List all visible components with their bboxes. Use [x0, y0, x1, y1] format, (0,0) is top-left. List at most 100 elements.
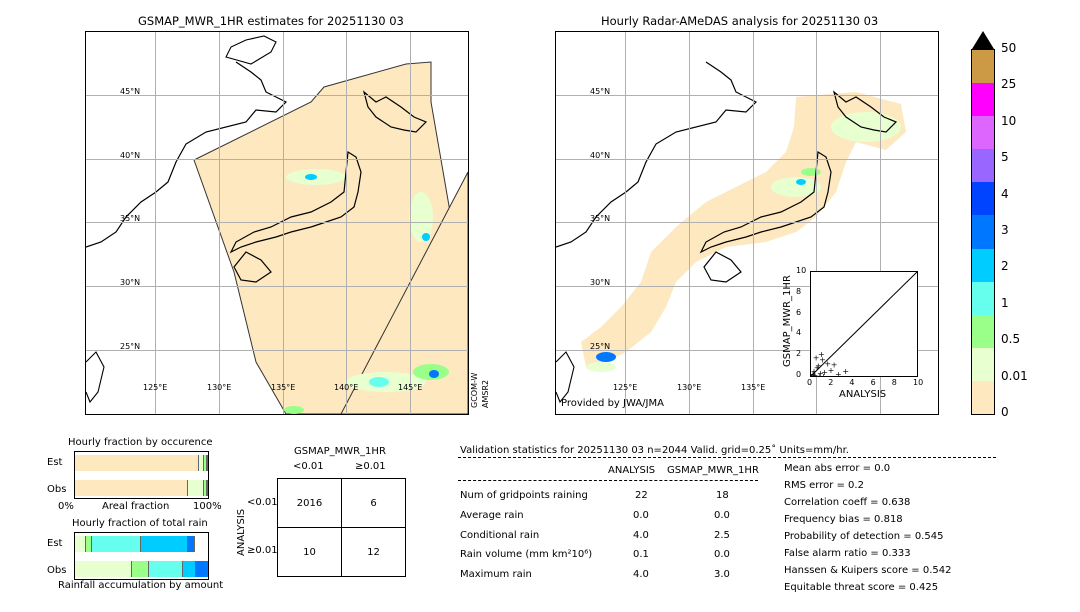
score-mae: Mean abs error = 0.0 — [784, 463, 891, 474]
contingency-row-lt: <0.01 — [247, 497, 278, 508]
stat-label-volume: Rain volume (mm km²10⁶) — [460, 549, 593, 560]
colorbar-tick-label: 3 — [1001, 223, 1009, 237]
left-lat-30: 30°N — [120, 278, 141, 287]
occurrence-obs-bar — [75, 480, 208, 496]
right-map-panel: 45°N 40°N 35°N 30°N 25°N 125°E 130°E 135… — [555, 31, 939, 415]
scatter-x-tick: 8 — [891, 378, 897, 387]
right-map-svg — [556, 61, 906, 404]
right-map-title: Hourly Radar-AMeDAS analysis for 2025113… — [601, 14, 879, 28]
score-hk: Hanssen & Kuipers score = 0.542 — [784, 565, 952, 576]
bar-segment — [198, 455, 204, 471]
colorbar-segment — [972, 83, 994, 117]
colorbar-tick-label: 0.5 — [1001, 332, 1021, 347]
colorbar-tick-label: 2 — [1001, 259, 1009, 274]
occurrence-axis-left: 0% — [58, 501, 74, 512]
validation-divider-top — [458, 457, 996, 458]
scatter-y-tick: 6 — [796, 307, 802, 317]
bar-segment — [204, 480, 207, 496]
occurrence-est-label: Est — [47, 457, 63, 468]
rain-fraction-chart — [74, 532, 209, 580]
bar-segment — [206, 455, 208, 471]
scatter-point: + — [813, 353, 820, 362]
left-lon-145: 145°E — [398, 383, 423, 392]
rain-obs-label: Obs — [47, 565, 67, 576]
left-lon-125: 125°E — [143, 383, 168, 392]
colorbar-segment — [972, 281, 994, 315]
colorbar-segment — [972, 149, 994, 183]
scatter-point: + — [816, 372, 823, 376]
left-lat-35: 35°N — [120, 214, 141, 223]
scatter-point: + — [828, 366, 835, 375]
scatter-point: + — [831, 361, 838, 370]
scatter-point: + — [818, 350, 825, 359]
bar-segment — [188, 480, 204, 496]
scatter-point: + — [824, 360, 831, 369]
bar-segment — [75, 536, 86, 552]
scatter-y-tick: 2 — [796, 349, 802, 359]
validation-col-gsmap: GSMAP_MWR_1HR — [667, 465, 759, 476]
stat-analysis-raining: 22 — [635, 490, 648, 501]
right-lat-35: 35°N — [590, 214, 611, 223]
colorbar-segment — [972, 116, 994, 150]
colorbar-tick-label: 0.01 — [1001, 368, 1028, 383]
validation-divider-mid — [458, 480, 758, 481]
right-lon-135: 135°E — [741, 383, 766, 392]
stat-gsmap-raining: 18 — [716, 490, 729, 501]
right-lat-25: 25°N — [590, 342, 611, 351]
contingency-col-lt: <0.01 — [293, 461, 324, 472]
colorbar-segment — [972, 215, 994, 249]
bar-segment — [149, 561, 183, 577]
bar-segment — [85, 536, 93, 552]
left-map-title: GSMAP_MWR_1HR estimates for 20251130 03 — [138, 14, 404, 28]
occurrence-axis-mid: Areal fraction — [102, 501, 170, 512]
scatter-svg: ++++++++++++++++++ — [811, 272, 917, 376]
bar-segment — [204, 455, 207, 471]
stat-gsmap-conditional: 2.5 — [714, 530, 730, 541]
scatter-x-tick: 10 — [913, 378, 924, 387]
occurrence-est-bar — [75, 455, 208, 471]
colorbar-tick-label: 25 — [1001, 77, 1017, 92]
scatter-y-tick: 8 — [796, 286, 802, 296]
occurrence-obs-label: Obs — [47, 484, 67, 495]
bar-segment — [132, 561, 150, 577]
colorbar-tick-label: 0 — [1001, 405, 1009, 419]
stat-analysis-maximum: 4.0 — [633, 569, 649, 580]
stat-label-conditional: Conditional rain — [460, 530, 540, 541]
score-ets: Equitable threat score = 0.425 — [784, 582, 939, 593]
scatter-point: + — [811, 371, 817, 376]
right-lon-125: 125°E — [613, 383, 638, 392]
stat-gsmap-volume: 0.0 — [714, 549, 730, 560]
scatter-point: + — [819, 355, 826, 364]
scatter-y-tick: 10 — [796, 266, 807, 275]
validation-header: Validation statistics for 20251130 03 n=… — [460, 445, 849, 456]
satellite-label-gcomw: GCOM-W — [470, 372, 479, 408]
occurrence-axis-right: 100% — [193, 501, 222, 512]
score-pod: Probability of detection = 0.545 — [784, 531, 944, 542]
scatter-x-tick: 4 — [849, 378, 855, 387]
scatter-point: + — [842, 367, 849, 376]
stat-label-raining: Num of gridpoints raining — [460, 490, 588, 501]
colorbar-segment — [972, 50, 994, 84]
scatter-xlabel: ANALYSIS — [839, 389, 887, 400]
colorbar-segment — [972, 182, 994, 216]
score-far: False alarm ratio = 0.333 — [784, 548, 911, 559]
colorbar-over-arrow — [972, 31, 994, 49]
bar-segment — [75, 455, 199, 471]
scatter-y-tick: 4 — [796, 328, 802, 338]
stat-analysis-average: 0.0 — [633, 510, 649, 521]
left-map-svg — [86, 35, 468, 414]
bar-segment — [141, 536, 189, 552]
rain-obs-bar — [75, 561, 208, 577]
contingency-table: 2016 6 10 12 — [277, 478, 406, 577]
left-lat-25: 25°N — [120, 342, 141, 351]
scatter-point: + — [814, 364, 821, 373]
contingency-row-axis: ANALYSIS — [236, 508, 247, 556]
contingency-row-ge: ≥0.01 — [247, 545, 278, 556]
occurrence-chart — [74, 451, 209, 499]
contingency-cell-nn: 2016 — [277, 478, 342, 528]
contingency-cell-ny: 6 — [341, 478, 406, 528]
left-lat-40: 40°N — [120, 151, 141, 160]
rain-axis-label: Rainfall accumulation by amount — [58, 580, 224, 591]
stat-analysis-conditional: 4.0 — [633, 530, 649, 541]
scatter-ylabel: GSMAP_MWR_1HR — [782, 275, 793, 367]
